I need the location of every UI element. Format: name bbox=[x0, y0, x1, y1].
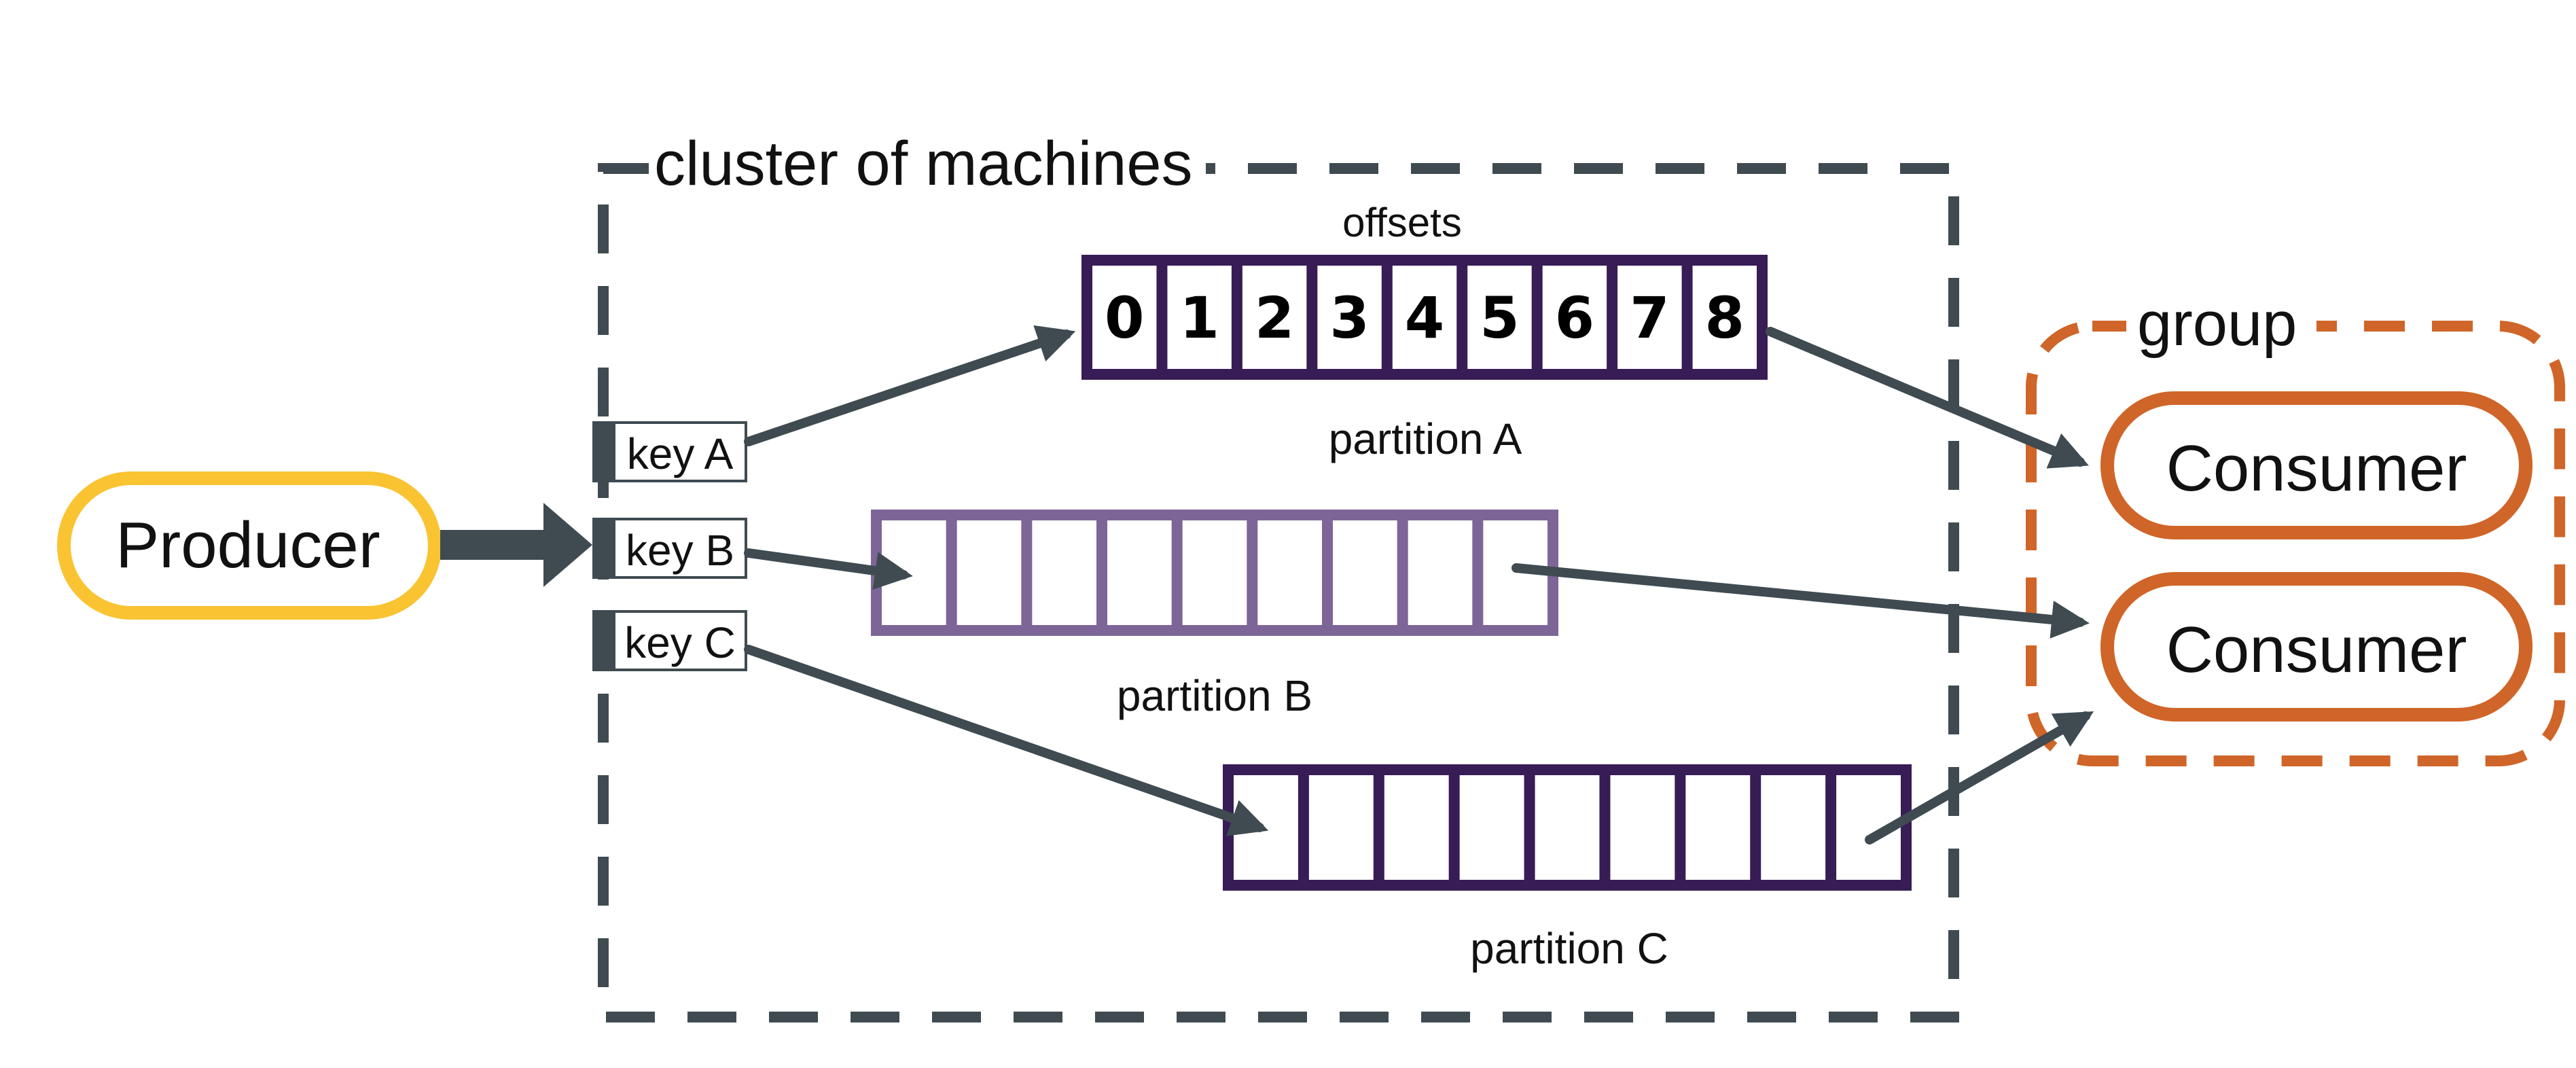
key-b-tag: key B bbox=[592, 518, 747, 579]
offset-8-label: 8 bbox=[1705, 285, 1745, 351]
arrow-key-a-to-partition-a bbox=[744, 325, 1076, 446]
producer-box[interactable] bbox=[57, 471, 442, 620]
offsets-label: offsets bbox=[1342, 200, 1462, 245]
partition-b-cell-6 bbox=[1333, 520, 1397, 625]
partition-b-cell-2 bbox=[1032, 520, 1096, 625]
key-b-label: key B bbox=[626, 526, 734, 575]
offset-2-label: 2 bbox=[1255, 285, 1294, 351]
partition-b bbox=[871, 510, 1558, 636]
consumer-1-box[interactable] bbox=[2100, 391, 2533, 539]
partition-a-cell-5 bbox=[1467, 266, 1532, 369]
partition-a-cell-7 bbox=[1617, 266, 1682, 369]
key-c-tag: key C bbox=[592, 610, 747, 671]
offset-0-label: 0 bbox=[1105, 285, 1144, 351]
partition-b-cell-5 bbox=[1257, 520, 1322, 625]
key-a-label: key A bbox=[627, 429, 734, 478]
partition-b-label: partition B bbox=[1117, 671, 1312, 720]
partition-a-cell-4 bbox=[1392, 266, 1457, 369]
partition-c-cell-2 bbox=[1384, 775, 1449, 880]
offset-4-label: 4 bbox=[1405, 285, 1444, 351]
partition-c-cell-3 bbox=[1459, 775, 1524, 880]
key-a-tag: key A bbox=[592, 421, 747, 482]
partition-a-cell-0 bbox=[1092, 266, 1157, 369]
producer-arrow bbox=[440, 503, 592, 587]
partition-c-cell-6 bbox=[1685, 775, 1751, 880]
partition-c-cell-0 bbox=[1234, 775, 1298, 880]
offset-1-label: 1 bbox=[1179, 285, 1219, 351]
key-c-label: key C bbox=[624, 618, 736, 667]
partition-b-cell-3 bbox=[1107, 520, 1172, 625]
group-border bbox=[2026, 321, 2565, 766]
partition-a-cell-2 bbox=[1242, 266, 1307, 369]
offset-7-label: 7 bbox=[1630, 285, 1669, 351]
consumer-2-label: Consumer bbox=[2166, 613, 2467, 686]
group-label-bg bbox=[2126, 299, 2316, 353]
partition-a-cell-6 bbox=[1542, 266, 1607, 369]
partition-b-cell-7 bbox=[1408, 520, 1473, 625]
partition-b-cell-4 bbox=[1182, 520, 1247, 625]
group-label: group bbox=[2137, 289, 2297, 359]
partition-c-label: partition C bbox=[1470, 924, 1668, 973]
partition-b-cell-1 bbox=[956, 520, 1022, 625]
consumer-2-box[interactable] bbox=[2100, 572, 2533, 722]
offset-3-label: 3 bbox=[1329, 285, 1369, 351]
partition-a-cell-1 bbox=[1167, 266, 1232, 369]
partition-c-cell-1 bbox=[1308, 775, 1374, 880]
partition-c-cell-4 bbox=[1535, 775, 1600, 880]
cluster-label: cluster of machines bbox=[654, 129, 1193, 198]
producer-label: Producer bbox=[115, 509, 380, 582]
offset-6-label: 6 bbox=[1555, 285, 1594, 351]
cluster-border bbox=[598, 163, 1959, 1022]
partition-a-cell-8 bbox=[1692, 266, 1757, 369]
arrow-partition-c-to-consumer-2 bbox=[1865, 711, 2094, 844]
partition-c bbox=[1223, 764, 1912, 891]
arrow-partition-a-to-consumer-1 bbox=[1766, 327, 2089, 469]
consumer-1-label: Consumer bbox=[2166, 432, 2467, 505]
partition-a-label: partition A bbox=[1329, 414, 1522, 463]
partition-c-cell-5 bbox=[1610, 775, 1675, 880]
offset-5-label: 5 bbox=[1480, 285, 1519, 351]
arrow-partition-b-to-consumer-2 bbox=[1511, 563, 2090, 639]
partition-a-cell-3 bbox=[1317, 266, 1382, 369]
arrow-key-b-to-partition-b bbox=[744, 548, 913, 590]
arrow-key-c-to-partition-c bbox=[744, 645, 1269, 836]
partition-c-cell-7 bbox=[1761, 775, 1826, 880]
